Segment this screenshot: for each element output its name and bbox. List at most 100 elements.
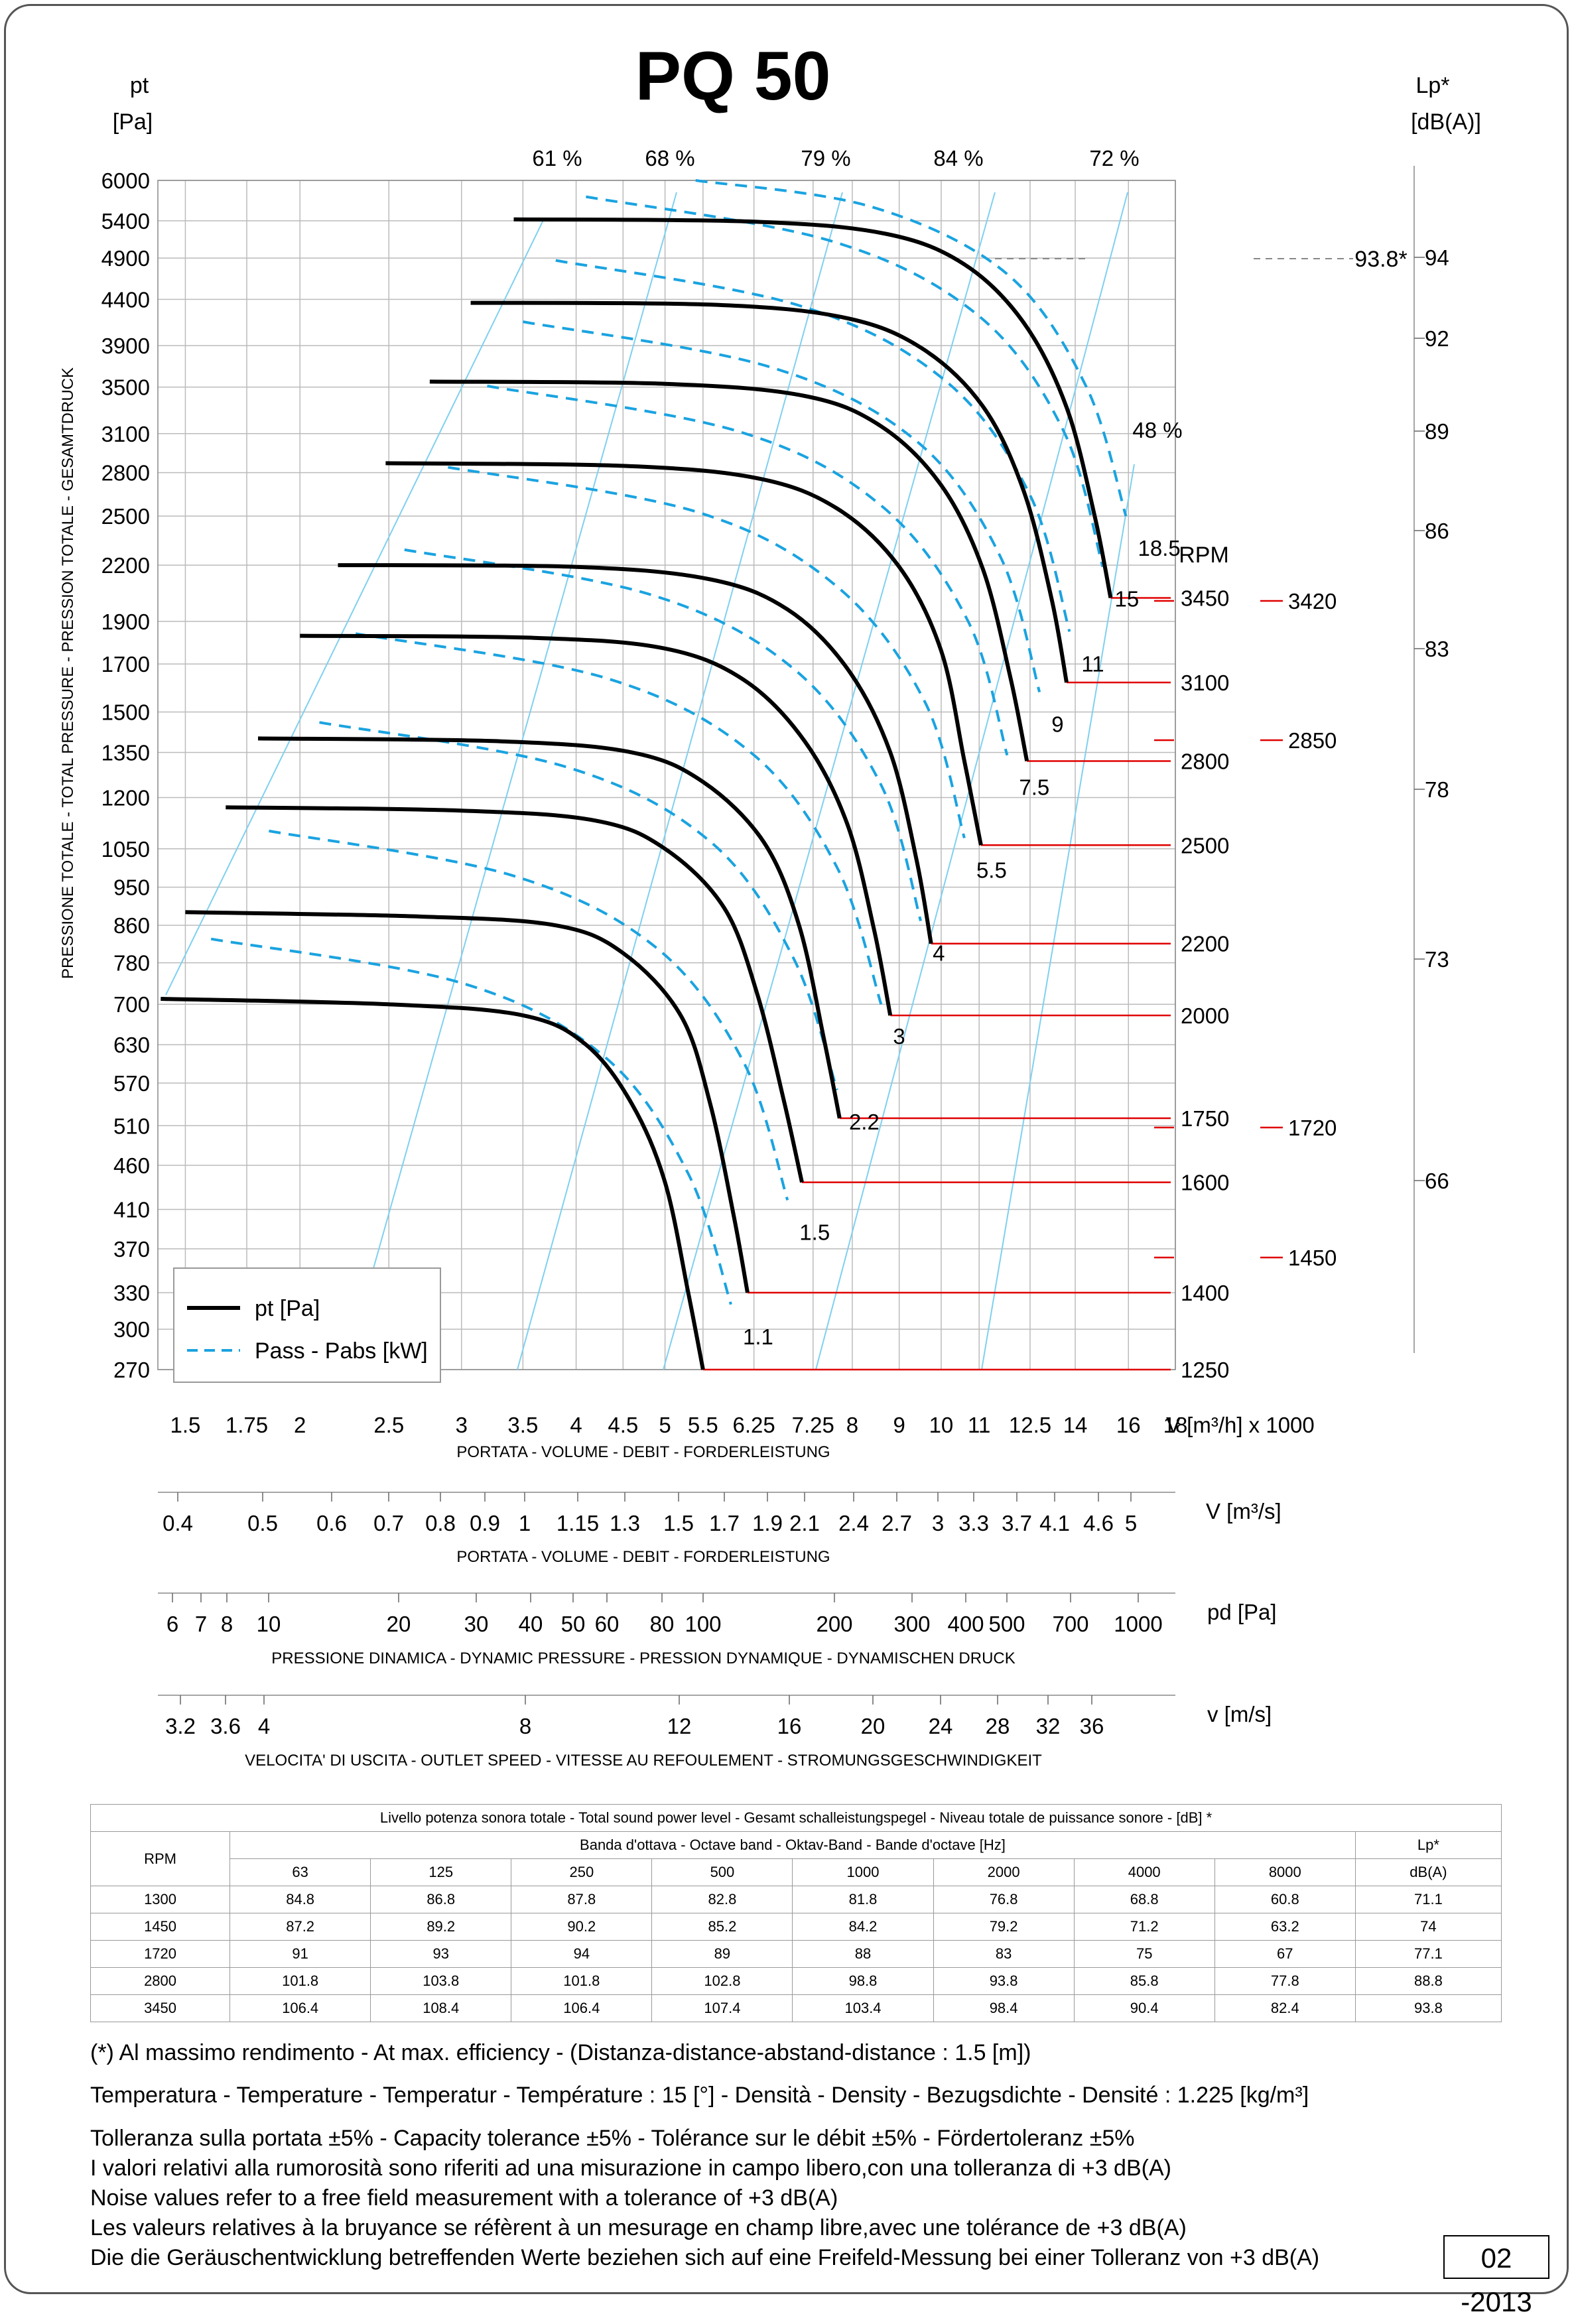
power-label: 1.5 bbox=[799, 1220, 830, 1245]
sound-cell: 82.4 bbox=[1214, 1994, 1356, 2022]
sound-cell: 102.8 bbox=[651, 1967, 793, 1995]
scale-tick-label: 12 bbox=[667, 1714, 692, 1738]
note-noise-it: I valori relativi alla rumorosità sono r… bbox=[90, 2156, 1171, 2181]
sound-cell: 75 bbox=[1073, 1940, 1215, 1968]
note-max-efficiency: (*) Al massimo rendimento - At max. effi… bbox=[90, 2040, 1031, 2065]
right-axis-unit: Lp* bbox=[1415, 73, 1449, 98]
rpm-value-label: 1400 bbox=[1181, 1281, 1229, 1305]
x-tick-label: 11 bbox=[968, 1413, 990, 1437]
scale-tick-label: 4.6 bbox=[1083, 1511, 1114, 1535]
x-tick-label: 1.5 bbox=[170, 1413, 201, 1437]
scale-tick-label: 300 bbox=[893, 1612, 930, 1636]
power-label: 7.5 bbox=[1019, 775, 1049, 800]
db-tick-label: 92 bbox=[1425, 326, 1449, 351]
sound-cell: 90.4 bbox=[1073, 1994, 1215, 2022]
scale-tick-label: 1.5 bbox=[663, 1511, 694, 1535]
note-noise-de: Die die Geräuschentwicklung betreffenden… bbox=[90, 2245, 1320, 2270]
x-tick-label: 5 bbox=[659, 1413, 671, 1437]
scale-tick-label: 400 bbox=[947, 1612, 984, 1636]
scale-tick-label: 0.8 bbox=[425, 1511, 456, 1535]
scale-tick-label: 3.7 bbox=[1002, 1511, 1032, 1535]
efficiency-line bbox=[165, 218, 545, 996]
y-tick-label: 3500 bbox=[101, 375, 150, 400]
rpm-marker-label: 1720 bbox=[1288, 1116, 1337, 1140]
scale-tick-label: 0.6 bbox=[316, 1511, 347, 1535]
db-tick-label: 86 bbox=[1425, 519, 1449, 543]
lp-header: Lp* bbox=[1354, 1831, 1502, 1859]
scale-tick-label: 30 bbox=[464, 1612, 489, 1636]
sound-row: 1300 84.8 86.8 87.8 82.8 81.8 76.8 68.8 60.8 71.1 bbox=[90, 1886, 1502, 1913]
x-tick-label: 6.25 bbox=[733, 1413, 775, 1437]
scale-tick-label: 1.9 bbox=[752, 1511, 783, 1535]
band-8000: 8000 bbox=[1214, 1858, 1356, 1886]
y-tick-label: 630 bbox=[113, 1033, 150, 1057]
rpm-value-label: 1600 bbox=[1181, 1171, 1229, 1195]
sound-cell: 106.4 bbox=[511, 1994, 653, 2022]
scale-tick-label: 0.4 bbox=[163, 1511, 193, 1535]
sound-cell: 63.2 bbox=[1214, 1913, 1356, 1941]
scale-tick-label: 1 bbox=[519, 1511, 531, 1535]
scale-tick-label: 500 bbox=[988, 1612, 1025, 1636]
scale-tick-label: 80 bbox=[650, 1612, 675, 1636]
pressure-curve bbox=[385, 461, 983, 846]
rpm-value-label: 2000 bbox=[1181, 1003, 1229, 1028]
sound-cell: 67 bbox=[1214, 1940, 1356, 1968]
sound-cell: 103.4 bbox=[792, 1994, 934, 2022]
sound-cell: 91 bbox=[230, 1940, 371, 1968]
sound-cell: 85.2 bbox=[651, 1913, 793, 1941]
right-axis-unit-2: [dB(A)] bbox=[1411, 109, 1481, 135]
y-tick-label: 510 bbox=[113, 1114, 150, 1138]
rpm-marker-label: 1450 bbox=[1288, 1246, 1337, 1270]
scale-tick-label: 40 bbox=[519, 1612, 543, 1636]
scale-tick-label: 7 bbox=[195, 1612, 207, 1636]
db-tick-label: 66 bbox=[1425, 1169, 1449, 1193]
y-tick-label: 2200 bbox=[101, 553, 150, 578]
power-curve bbox=[404, 548, 923, 922]
sound-cell: 103.8 bbox=[370, 1967, 512, 1995]
sound-cell: 60.8 bbox=[1214, 1886, 1356, 1913]
power-curve bbox=[210, 937, 732, 1305]
legend-pt: pt [Pa] bbox=[255, 1296, 320, 1321]
x-tick-label: 2.5 bbox=[373, 1413, 404, 1437]
sound-cell: 87.8 bbox=[511, 1886, 653, 1913]
power-label: 2.2 bbox=[849, 1110, 880, 1134]
band-125: 125 bbox=[370, 1858, 512, 1886]
db-tick-label: 73 bbox=[1425, 947, 1449, 972]
scale-tick-label: 10 bbox=[257, 1612, 281, 1636]
db-tick-label: 94 bbox=[1425, 245, 1449, 270]
y-tick-label: 330 bbox=[113, 1281, 150, 1305]
y-tick-label: 950 bbox=[113, 875, 150, 900]
scale-tick-label: 28 bbox=[986, 1714, 1010, 1738]
y-tick-label: 1200 bbox=[101, 786, 150, 810]
y-tick-label: 1050 bbox=[101, 837, 150, 862]
band-500: 500 bbox=[651, 1858, 793, 1886]
sound-cell: 88 bbox=[792, 1940, 934, 1968]
efficiency-label: 48 % bbox=[1132, 418, 1182, 442]
sound-row: 1720 91 93 94 89 88 83 75 67 77.1 bbox=[90, 1940, 1502, 1968]
sound-power-table: Livello potenza sonora totale - Total so… bbox=[90, 1804, 1502, 2022]
pressure-curve bbox=[513, 217, 1113, 598]
y-tick-label: 300 bbox=[113, 1317, 150, 1342]
sound-cell: 87.2 bbox=[230, 1913, 371, 1941]
sound-table-title: Livello potenza sonora totale - Total so… bbox=[90, 1804, 1502, 1832]
y-tick-label: 860 bbox=[113, 913, 150, 938]
scale-tick-label: 1000 bbox=[1114, 1612, 1162, 1636]
sound-cell: 108.4 bbox=[370, 1994, 512, 2022]
sound-row-rpm: 3450 bbox=[90, 1994, 231, 2022]
sound-cell: 79.2 bbox=[933, 1913, 1075, 1941]
power-curve bbox=[355, 632, 883, 1005]
y-tick-label: 3900 bbox=[101, 334, 150, 358]
efficiency-label: 79 % bbox=[801, 146, 850, 170]
sound-row-lp: 93.8 bbox=[1354, 1994, 1502, 2022]
x-tick-label: 3 bbox=[456, 1413, 468, 1437]
sound-cell: 94 bbox=[511, 1940, 653, 1968]
pressure-curve bbox=[185, 910, 750, 1293]
sound-cell: 84.2 bbox=[792, 1913, 934, 1941]
sound-row-rpm: 2800 bbox=[90, 1967, 231, 1995]
sound-row-lp: 74 bbox=[1354, 1913, 1502, 1941]
chart-title: PQ 50 bbox=[635, 38, 831, 115]
power-curve bbox=[586, 195, 1104, 568]
power-curve bbox=[523, 320, 1041, 693]
sound-row: 2800 101.8 103.8 101.8 102.8 98.8 93.8 85.8 77.8… bbox=[90, 1967, 1502, 1995]
pressure-curve bbox=[257, 736, 842, 1119]
